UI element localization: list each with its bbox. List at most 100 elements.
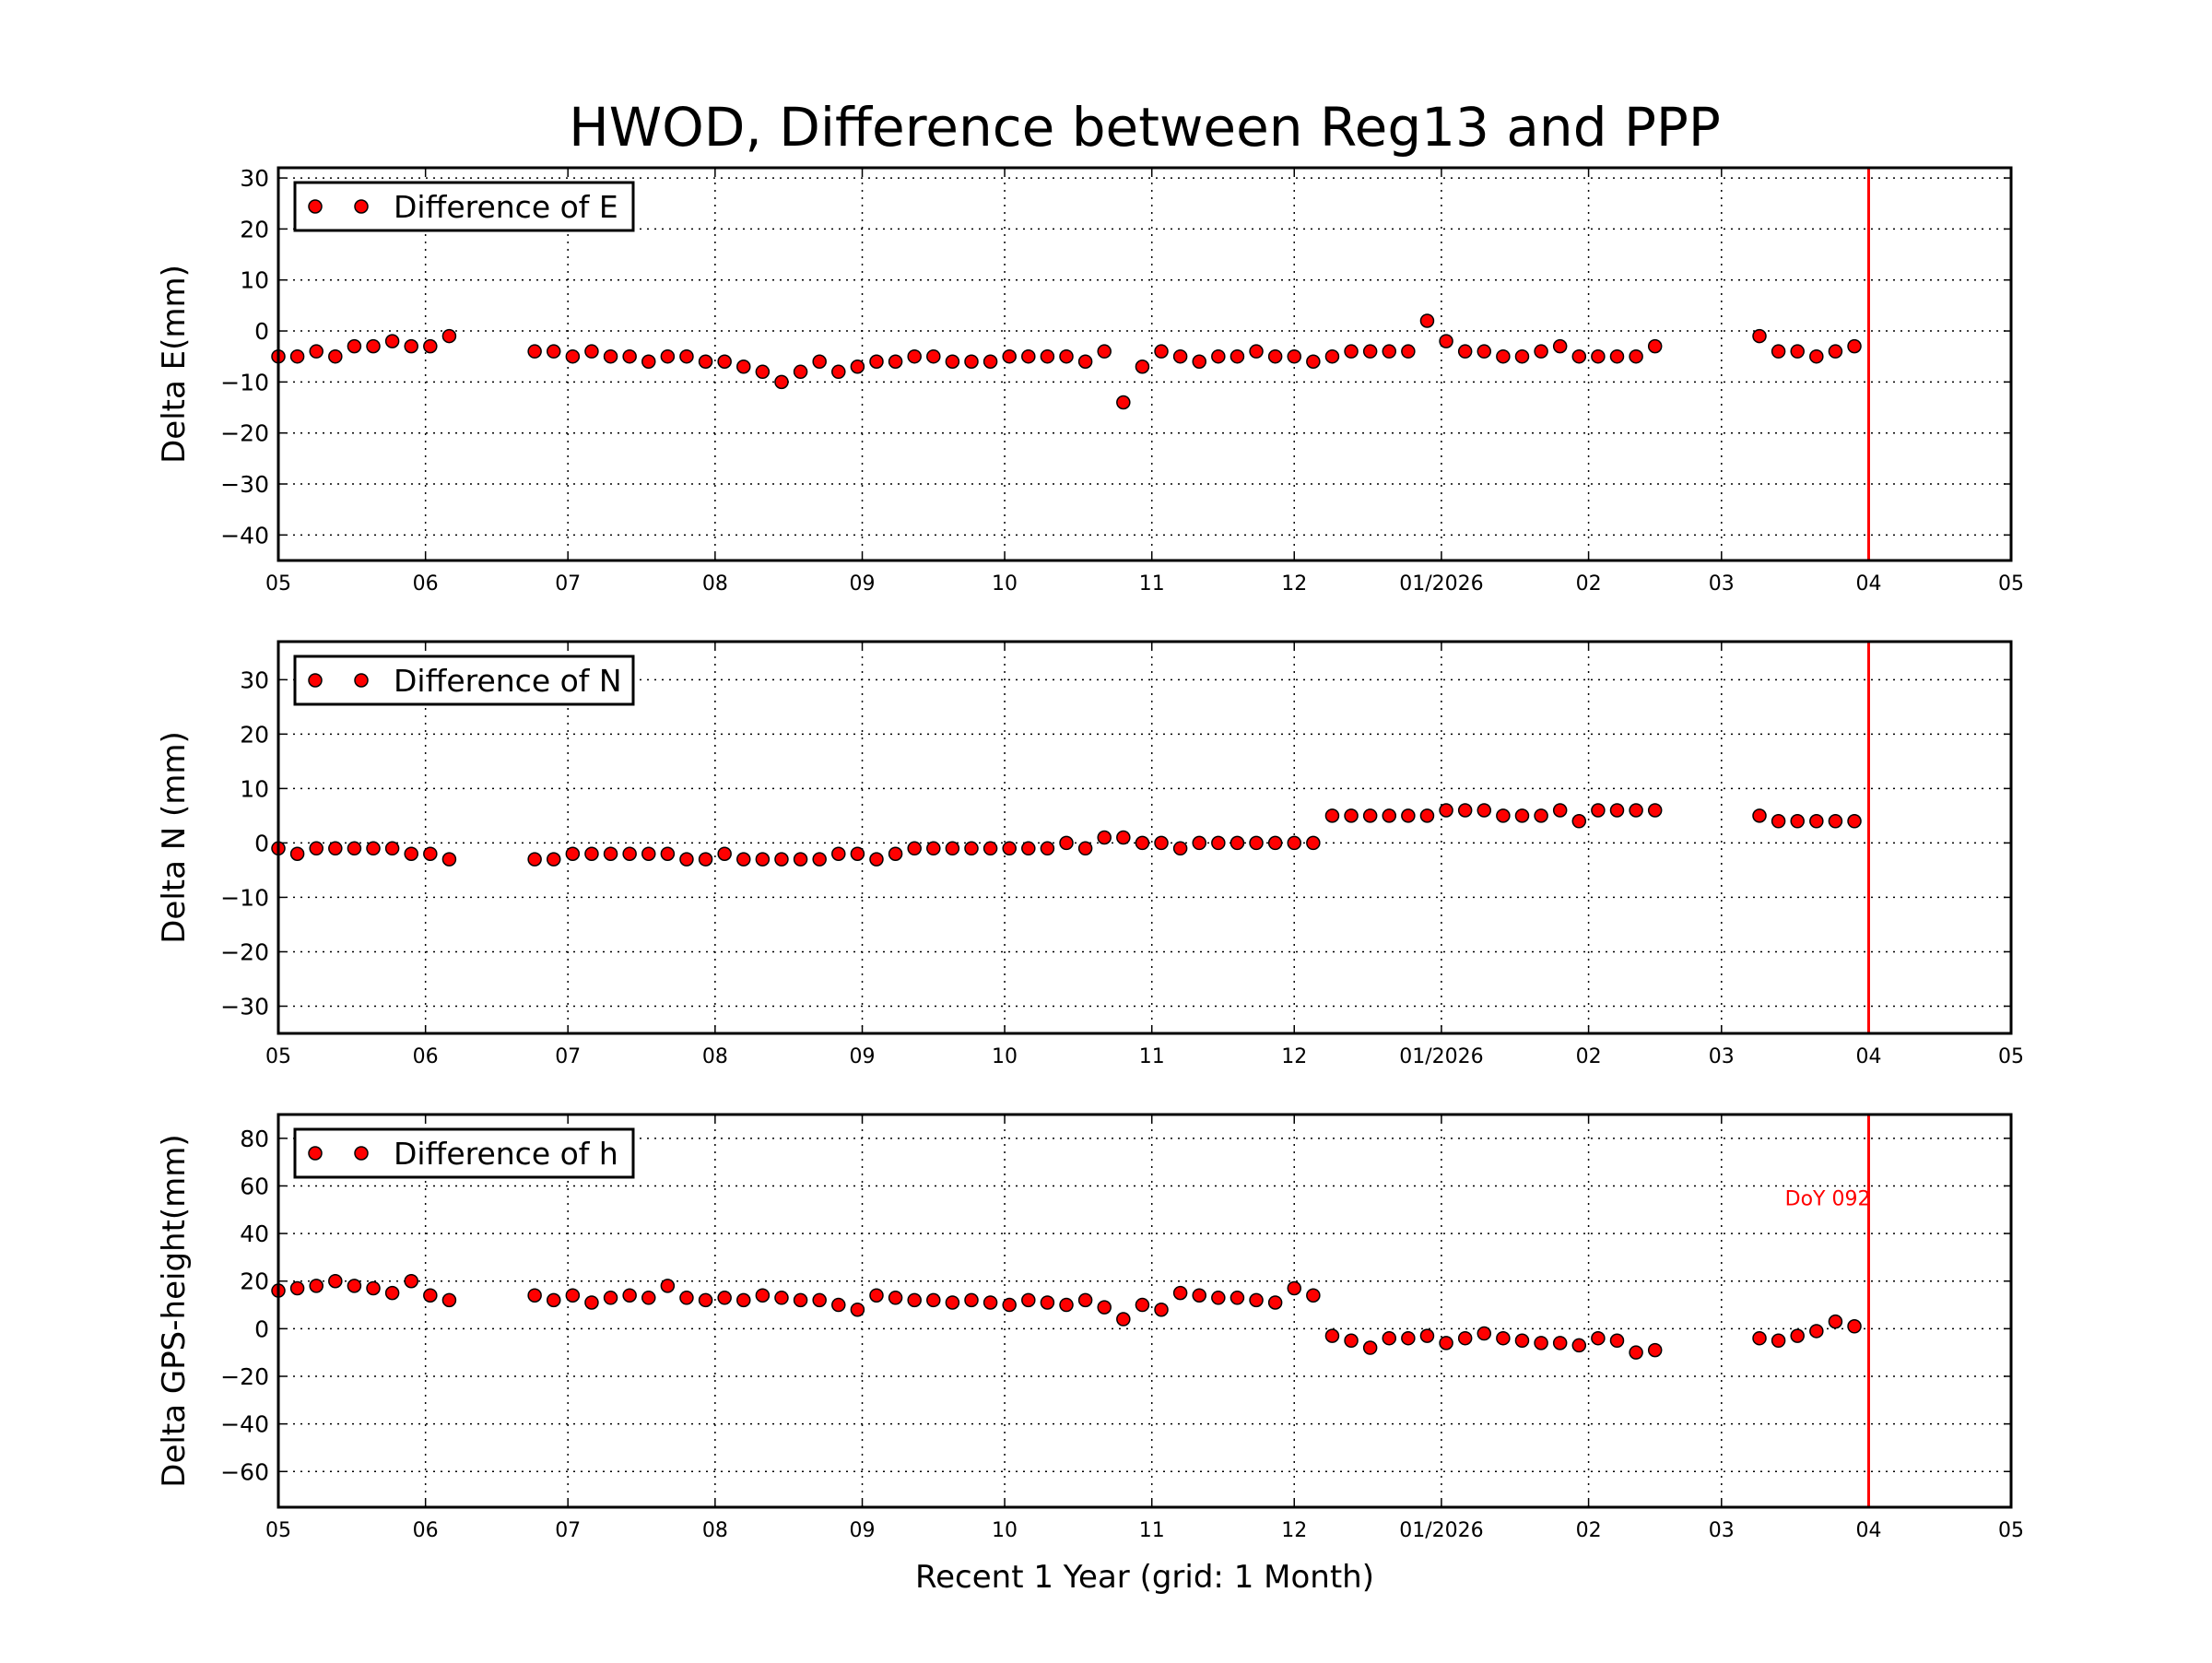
data-point (565, 348, 581, 364)
data-point (1847, 814, 1862, 829)
data-point (622, 1288, 637, 1303)
data-point (289, 846, 305, 861)
data-point (1828, 1314, 1843, 1329)
data-point (1647, 338, 1663, 354)
data-point (1591, 803, 1606, 818)
data-point (945, 1295, 960, 1310)
data-point (1439, 1336, 1453, 1350)
data-point (565, 1288, 581, 1303)
data-point (1116, 395, 1131, 410)
data-point (603, 846, 618, 861)
legend-marker (308, 1146, 323, 1161)
data-point (1828, 814, 1843, 829)
data-point (1324, 348, 1340, 364)
data-point (1534, 1336, 1548, 1350)
data-point (1496, 1330, 1511, 1346)
data-point (1267, 1295, 1283, 1310)
chart-title: HWOD, Difference between Reg13 and PPP (569, 96, 1721, 159)
x-tick-label: 06 (413, 1045, 439, 1068)
data-point (907, 348, 922, 364)
data-point (1230, 348, 1245, 364)
legend: Difference of E (293, 181, 635, 232)
x-tick-label: 03 (1709, 572, 1735, 596)
y-tick-label: 80 (240, 1126, 269, 1152)
data-point (1230, 835, 1245, 851)
data-point (1514, 1333, 1530, 1349)
legend-label: Difference of E (394, 189, 618, 225)
data-point (622, 348, 637, 364)
data-point (347, 338, 362, 354)
x-tick-label: 12 (1281, 1519, 1307, 1542)
x-tick-label: 01/2026 (1399, 572, 1483, 596)
data-point (1362, 344, 1378, 359)
x-tick-label: 12 (1281, 572, 1307, 596)
data-point (1059, 835, 1074, 851)
data-point (1021, 1292, 1036, 1308)
data-point (793, 1292, 808, 1308)
data-point (1629, 1345, 1643, 1360)
panel-0: 05 06 07 08 09 10 11 12 01/2026 02 03 04 05 −40 −30 −20… (156, 165, 2024, 596)
data-point (1419, 313, 1435, 328)
data-point (309, 841, 324, 856)
data-point (793, 364, 808, 380)
legend-marker (354, 199, 369, 214)
data-point (926, 348, 941, 364)
data-point (1629, 803, 1643, 818)
y-axis-label: Delta E(mm) (156, 265, 193, 464)
data-point (1401, 344, 1416, 359)
data-point (1116, 830, 1131, 845)
y-tick-label: 0 (254, 318, 269, 345)
data-point (1135, 1297, 1150, 1313)
data-point (1172, 841, 1188, 856)
x-tick-label: 07 (555, 1519, 581, 1542)
data-point (1419, 808, 1435, 823)
x-tick-label: 04 (1855, 1519, 1881, 1542)
data-point (1752, 1330, 1767, 1346)
data-point (641, 846, 656, 861)
data-point (1609, 348, 1625, 364)
y-tick-label: 10 (240, 267, 269, 294)
data-point (964, 1292, 979, 1308)
data-point (366, 841, 381, 856)
data-point (1154, 344, 1169, 359)
data-point (1249, 344, 1264, 359)
data-point (441, 328, 457, 344)
data-point (1514, 808, 1530, 823)
data-point (1828, 344, 1843, 359)
data-point (1306, 354, 1321, 369)
data-point (698, 354, 713, 369)
data-point (850, 1302, 865, 1317)
x-tick-label: 12 (1281, 1045, 1307, 1068)
data-point (869, 354, 884, 369)
data-point (423, 846, 438, 861)
data-point (793, 852, 808, 867)
x-tick-label: 09 (850, 572, 876, 596)
data-point (1267, 835, 1283, 851)
y-tick-label: 20 (240, 1268, 269, 1295)
data-point (812, 1292, 827, 1308)
data-point (831, 1297, 846, 1313)
data-point (1790, 344, 1805, 359)
data-point (888, 354, 903, 369)
data-point (1249, 835, 1264, 851)
data-point (1154, 835, 1169, 851)
legend-label: Difference of N (394, 663, 622, 699)
legend: Difference of h (293, 1127, 635, 1179)
data-point (603, 1291, 618, 1305)
data-point (1267, 348, 1283, 364)
data-point (1097, 830, 1112, 845)
data-point (1477, 1326, 1492, 1341)
data-point (774, 852, 789, 867)
data-point (565, 846, 581, 861)
data-point (1230, 1291, 1245, 1305)
data-point (964, 841, 979, 856)
x-tick-label: 11 (1139, 1519, 1165, 1542)
data-point (1192, 835, 1206, 851)
x-tick-label: 02 (1576, 572, 1602, 596)
y-tick-label: −40 (220, 1411, 269, 1438)
data-point (404, 338, 418, 354)
legend-marker (354, 1146, 369, 1161)
data-point (660, 846, 676, 861)
data-point (1040, 841, 1055, 856)
data-point (384, 841, 400, 856)
